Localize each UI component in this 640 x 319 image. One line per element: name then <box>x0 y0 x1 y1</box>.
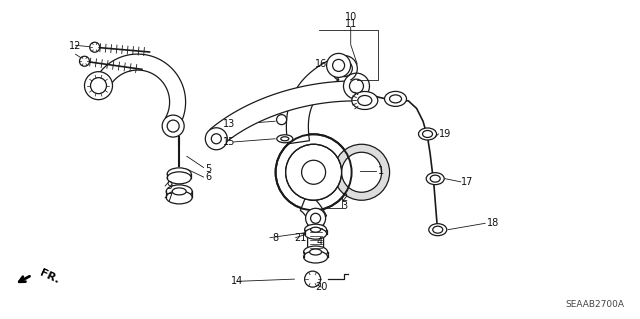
Polygon shape <box>93 54 186 126</box>
Text: 2: 2 <box>341 193 348 203</box>
Text: 13: 13 <box>223 119 236 130</box>
Text: 8: 8 <box>272 233 278 243</box>
Ellipse shape <box>430 175 440 182</box>
Ellipse shape <box>303 251 328 263</box>
Circle shape <box>333 59 344 71</box>
Ellipse shape <box>277 135 293 143</box>
Ellipse shape <box>305 224 326 235</box>
Ellipse shape <box>166 185 192 198</box>
Ellipse shape <box>310 227 321 232</box>
Circle shape <box>90 78 106 94</box>
FancyBboxPatch shape <box>308 217 324 249</box>
Text: 5: 5 <box>205 164 211 174</box>
Text: 16: 16 <box>315 59 328 69</box>
Circle shape <box>211 134 221 144</box>
Circle shape <box>349 79 364 93</box>
Text: 17: 17 <box>461 177 474 187</box>
Text: 1: 1 <box>378 166 384 176</box>
Circle shape <box>276 115 287 125</box>
Ellipse shape <box>303 246 328 258</box>
Circle shape <box>90 42 100 52</box>
Ellipse shape <box>167 168 191 180</box>
Ellipse shape <box>422 130 433 137</box>
Circle shape <box>326 53 351 78</box>
Circle shape <box>167 120 179 132</box>
Ellipse shape <box>429 224 447 236</box>
Text: 19: 19 <box>438 129 451 139</box>
Text: 18: 18 <box>486 218 499 228</box>
Circle shape <box>344 73 369 99</box>
Text: 10: 10 <box>344 11 357 22</box>
Ellipse shape <box>390 95 401 103</box>
Circle shape <box>305 271 321 287</box>
Circle shape <box>301 160 326 184</box>
Circle shape <box>162 115 184 137</box>
Ellipse shape <box>426 173 444 185</box>
Ellipse shape <box>358 95 372 106</box>
Ellipse shape <box>433 226 443 233</box>
Text: FR.: FR. <box>38 268 61 286</box>
Ellipse shape <box>166 191 192 204</box>
Text: 9: 9 <box>166 181 173 191</box>
Circle shape <box>205 128 227 150</box>
Circle shape <box>276 134 351 210</box>
Ellipse shape <box>305 228 326 239</box>
Text: 11: 11 <box>344 19 357 29</box>
Text: 20: 20 <box>315 282 328 292</box>
Polygon shape <box>286 61 339 144</box>
Text: 3: 3 <box>341 201 348 211</box>
Circle shape <box>306 208 326 228</box>
Text: 4: 4 <box>317 237 323 248</box>
Text: 12: 12 <box>69 41 82 51</box>
Text: 14: 14 <box>230 276 243 286</box>
Text: 6: 6 <box>205 172 211 182</box>
Text: 21: 21 <box>294 233 307 243</box>
Polygon shape <box>210 81 355 145</box>
Text: SEAAB2700A: SEAAB2700A <box>565 300 624 309</box>
Ellipse shape <box>352 92 378 109</box>
Ellipse shape <box>281 137 289 141</box>
Text: 15: 15 <box>223 137 236 147</box>
Ellipse shape <box>310 249 322 255</box>
Text: 7: 7 <box>166 193 173 203</box>
Circle shape <box>84 72 113 100</box>
Ellipse shape <box>385 91 406 107</box>
Ellipse shape <box>167 172 191 184</box>
Circle shape <box>333 144 390 200</box>
Polygon shape <box>300 194 326 224</box>
Circle shape <box>79 56 90 66</box>
Ellipse shape <box>172 188 186 195</box>
Circle shape <box>337 61 353 77</box>
Circle shape <box>310 213 321 223</box>
Circle shape <box>285 144 342 200</box>
Ellipse shape <box>419 128 436 140</box>
Circle shape <box>342 152 381 192</box>
